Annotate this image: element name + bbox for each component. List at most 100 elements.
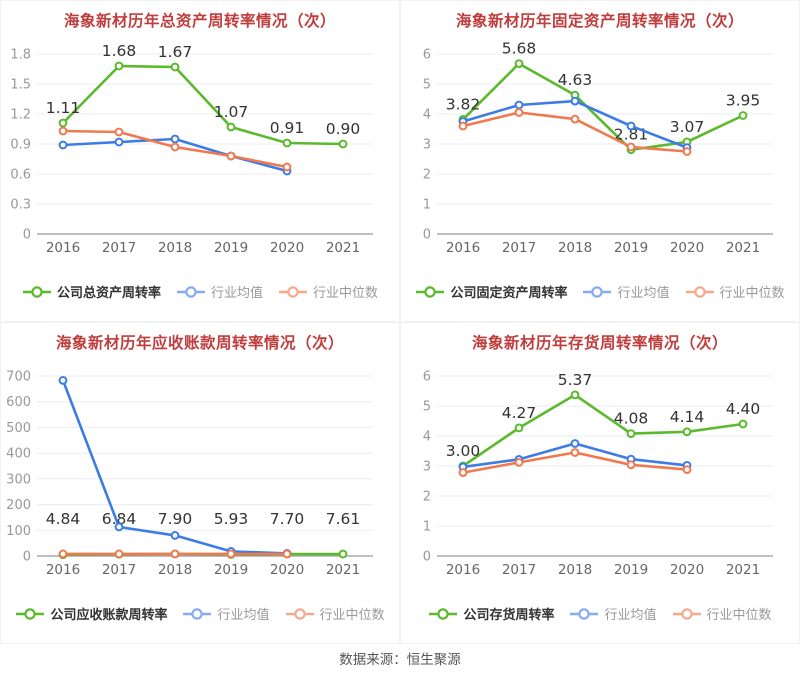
svg-text:7.61: 7.61: [326, 510, 361, 528]
svg-text:2021: 2021: [326, 240, 360, 256]
svg-text:2019: 2019: [614, 240, 648, 256]
legend-marker-icon: [176, 285, 205, 298]
svg-text:5.37: 5.37: [558, 371, 593, 389]
svg-text:2019: 2019: [614, 562, 648, 578]
svg-text:700: 700: [6, 370, 31, 385]
legend-label: 行业中位数: [719, 286, 785, 301]
legend-marker-icon: [285, 607, 314, 620]
svg-text:6: 6: [423, 370, 431, 385]
line-plot-receivables: 0 100 200 300 400 500 600 700 2016 2017 2018 2019 20…: [6, 370, 373, 578]
svg-text:6.84: 6.84: [102, 510, 137, 528]
svg-text:100: 100: [6, 524, 31, 539]
legend-marker-icon: [183, 607, 212, 620]
svg-text:3: 3: [423, 138, 431, 153]
svg-text:5: 5: [423, 400, 431, 415]
svg-text:3: 3: [423, 460, 431, 475]
chart-fixed-asset-turnover: 海象新材历年固定资产周转率情况（次） 0 1 2 3 4 5 6 2016 2017 2018 20…: [400, 0, 800, 322]
svg-text:7.70: 7.70: [270, 510, 305, 528]
svg-text:1: 1: [423, 520, 431, 535]
legend-label: 行业均值: [210, 286, 263, 301]
svg-text:0: 0: [23, 550, 31, 565]
svg-text:2018: 2018: [158, 562, 192, 578]
charts-grid: 海象新材历年总资产周转率情况（次） 0 0.3 0.6 0.9 1.2 1.5 1.8 201…: [0, 0, 800, 644]
svg-text:0.6: 0.6: [10, 168, 31, 183]
legend-label: 公司总资产周转率: [56, 286, 161, 301]
legend-label: 行业均值: [217, 608, 270, 623]
svg-text:6: 6: [423, 48, 431, 63]
legend-label: 公司存货周转率: [463, 608, 555, 623]
legend-marker-icon: [22, 285, 51, 298]
svg-text:2020: 2020: [270, 562, 304, 578]
legend-marker-icon: [672, 607, 701, 620]
svg-text:0.90: 0.90: [326, 120, 361, 138]
legend-item-median: 行业中位数: [278, 282, 378, 301]
svg-text:2021: 2021: [726, 240, 760, 256]
svg-text:2016: 2016: [46, 562, 80, 578]
svg-text:2020: 2020: [670, 562, 704, 578]
svg-text:5: 5: [423, 78, 431, 93]
svg-text:4.63: 4.63: [558, 71, 593, 89]
chart-title: 海象新材历年应收账款周转率情况（次）: [55, 334, 344, 352]
svg-text:3.82: 3.82: [446, 95, 481, 113]
svg-text:4.84: 4.84: [46, 510, 81, 528]
svg-text:4.27: 4.27: [502, 404, 537, 422]
svg-text:2019: 2019: [214, 562, 248, 578]
chart-title: 海象新材历年存货周转率情况（次）: [471, 334, 728, 352]
legend-label: 公司应收账款周转率: [50, 608, 168, 623]
svg-text:2017: 2017: [502, 562, 536, 578]
legend-item-company: 公司存货周转率: [428, 604, 554, 623]
legend-item-mean: 行业均值: [582, 282, 670, 301]
svg-text:0.9: 0.9: [10, 138, 31, 153]
legend-marker-icon: [685, 285, 714, 298]
legend-label: 公司固定资产周转率: [450, 286, 568, 301]
svg-text:2: 2: [423, 490, 431, 505]
svg-text:600: 600: [6, 395, 31, 410]
svg-text:2017: 2017: [502, 240, 536, 256]
svg-text:4.40: 4.40: [726, 400, 761, 418]
svg-text:2016: 2016: [446, 562, 480, 578]
svg-text:1.67: 1.67: [158, 43, 193, 61]
legend-label: 行业中位数: [706, 608, 772, 623]
svg-text:4.14: 4.14: [670, 408, 705, 426]
legend-label: 行业中位数: [313, 286, 379, 301]
chart-legend: 公司固定资产周转率 行业均值 行业中位数: [401, 282, 799, 301]
svg-text:2019: 2019: [214, 240, 248, 256]
svg-text:0: 0: [423, 550, 431, 565]
svg-text:500: 500: [6, 421, 31, 436]
svg-text:3.07: 3.07: [670, 118, 705, 136]
legend-marker-icon: [416, 285, 445, 298]
svg-text:0.91: 0.91: [270, 119, 305, 137]
svg-text:1.5: 1.5: [10, 78, 31, 93]
legend-item-company: 公司固定资产周转率: [415, 282, 567, 301]
svg-text:2018: 2018: [158, 240, 192, 256]
legend-label: 行业均值: [617, 286, 670, 301]
svg-text:5.68: 5.68: [502, 40, 537, 58]
svg-text:2: 2: [423, 168, 431, 183]
legend-label: 行业中位数: [319, 608, 385, 623]
svg-text:300: 300: [6, 472, 31, 487]
chart-legend: 公司应收账款周转率 行业均值 行业中位数: [1, 604, 399, 623]
legend-marker-icon: [16, 607, 45, 620]
legend-item-mean: 行业均值: [182, 604, 270, 623]
chart-title: 海象新材历年总资产周转率情况（次）: [63, 12, 336, 30]
svg-text:5.93: 5.93: [214, 510, 249, 528]
svg-text:400: 400: [6, 447, 31, 462]
legend-item-mean: 行业均值: [569, 604, 657, 623]
svg-text:0: 0: [423, 228, 431, 243]
legend-marker-icon: [570, 607, 599, 620]
chart-title: 海象新材历年固定资产周转率情况（次）: [455, 12, 744, 30]
svg-text:7.90: 7.90: [158, 510, 193, 528]
svg-text:1.2: 1.2: [10, 108, 31, 123]
svg-text:2017: 2017: [102, 240, 136, 256]
legend-label: 行业均值: [604, 608, 657, 623]
legend-marker-icon: [279, 285, 307, 298]
chart-total-asset-turnover: 海象新材历年总资产周转率情况（次） 0 0.3 0.6 0.9 1.2 1.5 1.8 201…: [0, 0, 400, 322]
chart-inventory-turnover: 海象新材历年存货周转率情况（次） 0 1 2 3 4 5 6 2016 2017 2018 2019…: [400, 322, 800, 644]
svg-text:3.95: 3.95: [726, 92, 761, 110]
legend-item-company: 公司应收账款周转率: [15, 604, 167, 623]
legend-item-median: 行业中位数: [685, 282, 785, 301]
line-plot-fixed-asset: 0 1 2 3 4 5 6 2016 2017 2018 2019 2020 2021 3.82 5.68 4…: [423, 40, 773, 256]
legend-marker-icon: [583, 285, 612, 298]
svg-text:2017: 2017: [102, 562, 136, 578]
svg-text:2018: 2018: [558, 562, 592, 578]
